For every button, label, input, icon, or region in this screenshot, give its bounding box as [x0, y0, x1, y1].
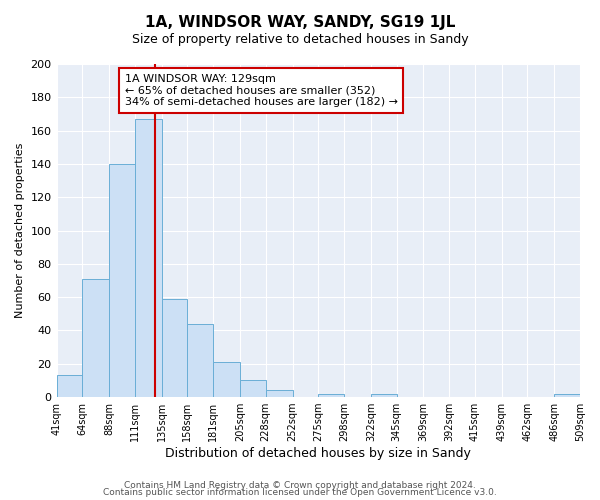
Text: Contains public sector information licensed under the Open Government Licence v3: Contains public sector information licen… [103, 488, 497, 497]
Bar [187, 324, 213, 397]
Bar [109, 164, 135, 397]
Text: Contains HM Land Registry data © Crown copyright and database right 2024.: Contains HM Land Registry data © Crown c… [124, 480, 476, 490]
Bar [318, 394, 344, 397]
Bar [161, 299, 187, 397]
Bar [56, 376, 82, 397]
Bar [240, 380, 266, 397]
Text: 1A WINDSOR WAY: 129sqm
← 65% of detached houses are smaller (352)
34% of semi-de: 1A WINDSOR WAY: 129sqm ← 65% of detached… [125, 74, 398, 107]
Bar [213, 362, 240, 397]
Bar [554, 394, 580, 397]
Y-axis label: Number of detached properties: Number of detached properties [15, 143, 25, 318]
Bar [266, 390, 293, 397]
Text: 1A, WINDSOR WAY, SANDY, SG19 1JL: 1A, WINDSOR WAY, SANDY, SG19 1JL [145, 15, 455, 30]
Bar [371, 394, 397, 397]
Bar [82, 279, 109, 397]
X-axis label: Distribution of detached houses by size in Sandy: Distribution of detached houses by size … [166, 447, 471, 460]
Bar [135, 119, 161, 397]
Text: Size of property relative to detached houses in Sandy: Size of property relative to detached ho… [131, 32, 469, 46]
